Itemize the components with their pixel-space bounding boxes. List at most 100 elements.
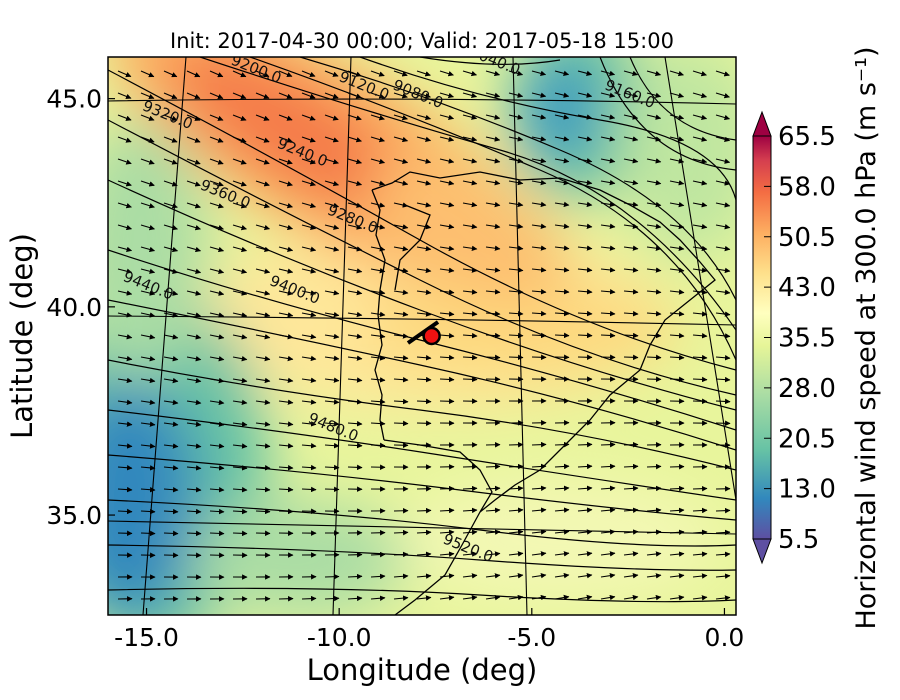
colorbar-tick-label: 5.5 xyxy=(778,525,819,555)
wind-arrow xyxy=(600,136,616,142)
wind-arrow xyxy=(255,158,270,165)
wind-arrow xyxy=(554,594,570,601)
wind-arrow xyxy=(485,92,501,98)
wind-arrow xyxy=(646,179,662,186)
wind-arrow xyxy=(715,136,731,142)
wind-arrow xyxy=(278,70,293,78)
wind-arrow xyxy=(508,201,524,208)
wind-arrow xyxy=(577,594,593,601)
wind-arrow xyxy=(140,268,156,274)
wind-arrow xyxy=(623,92,639,98)
wind-arrow xyxy=(577,179,593,186)
wind-arrow xyxy=(370,267,386,274)
wind-arrow xyxy=(324,399,340,405)
wind-arrow xyxy=(301,443,317,449)
wind-arrow xyxy=(416,398,432,405)
wind-arrow xyxy=(301,355,317,362)
wind-arrow xyxy=(393,529,409,536)
wind-arrow xyxy=(577,572,593,579)
y-tick-label: 35.0 xyxy=(46,501,102,530)
wind-arrow xyxy=(255,443,271,449)
wind-arrow xyxy=(554,332,570,339)
wind-arrow xyxy=(186,530,202,537)
wind-arrow xyxy=(531,310,547,317)
wind-arrow xyxy=(600,158,616,164)
wind-arrow xyxy=(439,289,455,295)
wind-arrow xyxy=(669,92,685,99)
wind-arrow xyxy=(301,421,317,427)
wind-arrow xyxy=(508,223,524,230)
wind-arrow xyxy=(554,572,570,579)
wind-arrow xyxy=(577,245,593,251)
wind-arrow xyxy=(462,485,478,492)
wind-arrow xyxy=(531,572,547,579)
wind-arrow xyxy=(462,92,478,99)
wind-arrow xyxy=(301,70,316,77)
wind-arrow xyxy=(439,595,455,601)
wind-arrow xyxy=(117,202,132,209)
wind-arrow xyxy=(646,573,662,579)
wind-arrow xyxy=(278,136,293,143)
wind-arrow xyxy=(623,332,639,339)
wind-arrow xyxy=(416,529,432,536)
colorbar-tick-label: 13.0 xyxy=(778,475,836,505)
wind-arrow xyxy=(669,332,685,339)
wind-arrow xyxy=(692,180,708,186)
wind-arrow xyxy=(255,180,270,187)
wind-arrow xyxy=(301,136,316,143)
wind-arrow xyxy=(393,595,409,601)
wind-arrow xyxy=(485,179,501,186)
wind-arrow xyxy=(669,114,685,120)
wind-arrow xyxy=(117,70,132,78)
wind-arrow xyxy=(416,376,432,383)
wind-arrow xyxy=(600,179,616,186)
wind-arrow xyxy=(554,267,570,273)
wind-arrow xyxy=(462,245,478,252)
wind-arrow xyxy=(140,508,156,515)
wind-arrow xyxy=(186,377,202,384)
wind-arrow xyxy=(232,136,247,143)
wind-arrow xyxy=(508,92,524,98)
wind-arrow xyxy=(623,158,639,164)
wind-arrow xyxy=(623,310,639,317)
wind-arrow xyxy=(255,246,271,253)
wind-arrow xyxy=(324,377,340,383)
wind-arrow xyxy=(186,114,201,121)
wind-arrow xyxy=(600,441,616,448)
wind-arrow xyxy=(232,224,247,231)
wind-arrow xyxy=(416,354,432,361)
wind-arrow xyxy=(232,399,248,406)
wind-arrow xyxy=(163,421,179,427)
wind-arrow xyxy=(209,114,224,121)
wind-arrow xyxy=(301,377,317,383)
wind-arrow xyxy=(600,463,616,470)
wind-arrow xyxy=(163,268,179,274)
wind-arrow xyxy=(232,92,247,100)
wind-arrow xyxy=(347,202,363,208)
wind-arrow xyxy=(692,136,708,142)
wind-arrow xyxy=(485,70,501,77)
wind-arrow xyxy=(232,334,248,340)
wind-arrow xyxy=(370,595,386,601)
wind-arrow xyxy=(715,355,731,361)
wind-arrow xyxy=(554,507,570,513)
wind-arrow xyxy=(508,594,524,601)
wind-arrow xyxy=(669,551,685,557)
wind-arrow xyxy=(623,245,639,251)
wind-arrow xyxy=(278,355,294,362)
wind-arrow xyxy=(163,399,179,406)
wind-arrow xyxy=(301,114,316,121)
wind-arrow xyxy=(623,179,639,186)
wind-arrow xyxy=(324,70,339,77)
wind-arrow xyxy=(163,312,179,318)
wind-arrow xyxy=(232,202,247,209)
wind-arrow xyxy=(117,246,133,253)
wind-arrow xyxy=(163,202,178,209)
wind-arrow xyxy=(462,507,478,514)
wind-arrow xyxy=(416,289,432,295)
wind-arrow xyxy=(462,573,478,579)
wind-arrow xyxy=(531,529,547,535)
wind-arrow xyxy=(370,180,386,186)
wind-arrow xyxy=(370,398,386,405)
wind-arrow xyxy=(508,267,524,273)
